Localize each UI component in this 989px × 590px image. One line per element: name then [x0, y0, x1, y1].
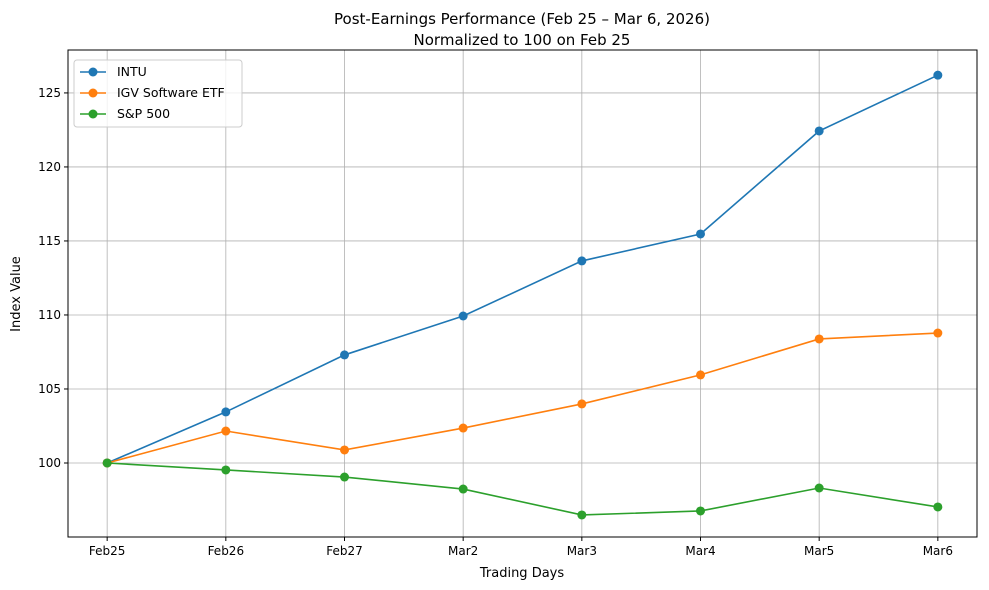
x-tick-label: Feb27 — [326, 544, 363, 558]
legend-label: IGV Software ETF — [117, 85, 225, 100]
data-point-intu — [577, 256, 587, 266]
legend-marker — [88, 109, 98, 119]
data-point-s-p-500 — [339, 472, 349, 482]
x-tick-label: Feb25 — [89, 544, 126, 558]
chart-subtitle: Normalized to 100 on Feb 25 — [414, 31, 631, 49]
legend-label: S&P 500 — [117, 106, 170, 121]
chart-title: Post-Earnings Performance (Feb 25 – Mar … — [334, 10, 710, 28]
series-line-s-p-500 — [107, 462, 938, 516]
data-point-igv-software-etf — [339, 445, 349, 455]
legend-marker — [88, 67, 98, 77]
data-point-igv-software-etf — [577, 399, 587, 409]
series-lines — [102, 70, 943, 520]
y-tick-label: 110 — [38, 308, 61, 322]
data-point-s-p-500 — [102, 458, 112, 468]
y-tick-label: 100 — [38, 456, 61, 470]
axis-ticks: Feb25 Feb26 Feb27 Mar2 Mar3 Mar4 Mar5 Mar6 100 10… — [38, 86, 953, 558]
data-point-intu — [696, 229, 706, 239]
data-point-igv-software-etf — [458, 423, 468, 433]
legend-marker — [88, 88, 98, 98]
x-tick-label: Feb26 — [208, 544, 245, 558]
plot-frame — [67, 49, 978, 538]
data-point-igv-software-etf — [221, 426, 231, 436]
data-point-igv-software-etf — [814, 334, 824, 344]
data-point-intu — [221, 407, 231, 417]
data-point-igv-software-etf — [933, 328, 943, 338]
data-point-intu — [814, 126, 824, 136]
series-line-intu — [106, 74, 939, 464]
x-tick-label: Mar3 — [567, 544, 597, 558]
x-tick-label: Mar6 — [923, 544, 953, 558]
x-tick-label: Mar5 — [804, 544, 834, 558]
series-line-igv-software-etf — [106, 332, 938, 464]
data-point-s-p-500 — [933, 502, 943, 512]
legend-label: INTU — [117, 64, 147, 79]
data-point-s-p-500 — [577, 510, 587, 520]
grid — [68, 50, 977, 537]
data-point-s-p-500 — [696, 506, 706, 516]
y-tick-label: 120 — [38, 160, 61, 174]
y-tick-label: 105 — [38, 382, 61, 396]
data-point-intu — [339, 350, 349, 360]
x-tick-label: Mar2 — [448, 544, 478, 558]
legend-box — [73, 59, 243, 128]
legend: INTU IGV Software ETF S&P 500 — [73, 59, 243, 128]
data-point-s-p-500 — [458, 484, 468, 494]
x-tick-label: Mar4 — [685, 544, 715, 558]
y-tick-label: 125 — [38, 86, 61, 100]
y-axis-label: Index Value — [9, 256, 24, 332]
data-point-s-p-500 — [814, 483, 824, 493]
data-point-intu — [933, 70, 943, 80]
x-axis-label: Trading Days — [479, 566, 564, 581]
y-tick-label: 115 — [38, 234, 61, 248]
data-point-s-p-500 — [221, 465, 231, 475]
data-point-igv-software-etf — [696, 370, 706, 380]
data-point-intu — [458, 311, 468, 321]
